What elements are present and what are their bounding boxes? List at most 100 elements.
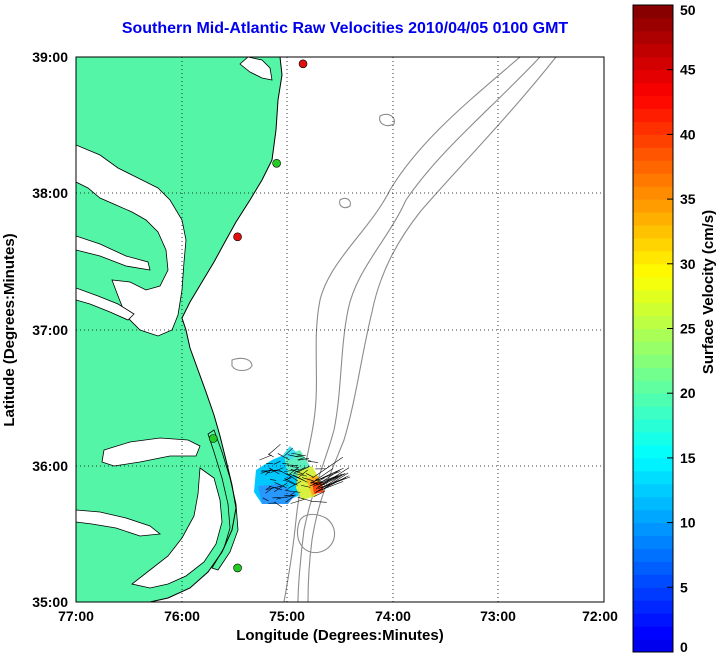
colorbar-band bbox=[633, 367, 673, 381]
colorbar-band bbox=[633, 17, 673, 32]
map-title: Southern Mid-Atlantic Raw Velocities 201… bbox=[121, 20, 569, 37]
colorbar-band bbox=[633, 587, 673, 601]
x-tick-label: 75:00 bbox=[269, 608, 305, 624]
colorbar-band bbox=[633, 250, 673, 265]
velocity-vector bbox=[274, 470, 283, 472]
station-5-marker bbox=[233, 563, 242, 573]
colorbar-band bbox=[633, 147, 673, 161]
velocity-vector bbox=[287, 480, 302, 489]
colorbar-label: Surface Velocity (cm/s) bbox=[700, 210, 717, 374]
velocity-vector bbox=[313, 491, 325, 498]
velocity-vector bbox=[313, 477, 325, 485]
velocity-vector bbox=[300, 484, 311, 488]
albemarle-sound bbox=[101, 437, 201, 467]
colorbar-band bbox=[633, 108, 673, 122]
colorbar-band bbox=[633, 639, 673, 653]
colorbar-tick-label: 5 bbox=[680, 579, 688, 595]
velocity-vector bbox=[318, 469, 341, 485]
colorbar-band bbox=[633, 548, 673, 562]
velocity-vector bbox=[322, 473, 346, 484]
velocity-vector bbox=[294, 467, 306, 474]
velocity-vector bbox=[290, 466, 299, 468]
colorbar-band bbox=[633, 613, 673, 627]
velocity-vector bbox=[306, 473, 314, 478]
river-inlet bbox=[76, 509, 162, 537]
coastline bbox=[149, 57, 283, 602]
velocity-vector bbox=[297, 466, 310, 473]
plot-frame bbox=[75, 56, 605, 603]
colorbar-band bbox=[633, 626, 673, 640]
y-axis: 39:00 38:00 37:00 36:00 35:00 Latitude (… bbox=[1, 49, 68, 610]
velocity-vector bbox=[297, 496, 312, 502]
velocity-vector bbox=[273, 501, 283, 508]
velocity-vector bbox=[285, 494, 296, 498]
velocity-vector bbox=[315, 473, 345, 494]
station-2-marker bbox=[272, 158, 281, 168]
velocity-vector bbox=[285, 490, 301, 493]
colorbar-band bbox=[633, 483, 673, 498]
velocity-vector bbox=[287, 467, 299, 476]
colorbar-tick-label: 35 bbox=[680, 191, 696, 207]
station-3-marker bbox=[233, 232, 242, 242]
velocity-vector bbox=[273, 460, 281, 465]
colorbar-band bbox=[633, 237, 673, 252]
y-tick-label: 36:00 bbox=[32, 458, 68, 474]
x-axis: 77:00 76:00 75:00 74:00 73:00 72:00 Long… bbox=[58, 608, 618, 644]
velocity-patch-north bbox=[282, 446, 296, 460]
colorbar-band bbox=[633, 354, 673, 368]
colorbar-band bbox=[633, 328, 673, 342]
velocity-vector bbox=[297, 469, 308, 479]
velocity-vector bbox=[316, 481, 344, 493]
colorbar-band bbox=[633, 121, 673, 135]
velocity-vector bbox=[307, 460, 318, 463]
velocity-vector bbox=[313, 473, 343, 487]
colorbar-band bbox=[633, 406, 673, 420]
colorbar-tick-label: 0 bbox=[680, 639, 688, 655]
velocity-vector bbox=[298, 457, 310, 461]
colorbar-tick-label: 10 bbox=[680, 515, 696, 531]
velocity-vector bbox=[274, 482, 288, 493]
colorbar-band bbox=[633, 5, 673, 19]
velocity-patch-slowest bbox=[258, 484, 296, 504]
velocity-vector bbox=[260, 468, 273, 474]
velocity-vector bbox=[262, 497, 269, 502]
velocity-vector bbox=[310, 471, 341, 484]
colorbar-tick-label: 15 bbox=[680, 450, 696, 466]
colorbar-band bbox=[633, 457, 673, 472]
velocity-field bbox=[254, 446, 324, 504]
velocity-vector bbox=[268, 444, 281, 455]
colorbar-tick-label: 25 bbox=[680, 321, 696, 337]
colorbar-band bbox=[633, 263, 673, 278]
velocity-vector bbox=[277, 453, 290, 461]
colorbar-band bbox=[633, 30, 673, 45]
colorbar-band bbox=[633, 160, 673, 174]
velocity-vector bbox=[305, 458, 312, 462]
velocity-vector bbox=[315, 467, 350, 489]
y-axis-label: Latitude (Degrees:Minutes) bbox=[1, 233, 18, 426]
x-tick-label: 72:00 bbox=[582, 608, 618, 624]
velocity-vector bbox=[289, 473, 304, 481]
colorbar: 0 5 10 15 20 25 30 35 40 45 50 Surface Velocity (c… bbox=[632, 2, 717, 655]
velocity-vector bbox=[268, 485, 283, 491]
colorbar-band bbox=[633, 419, 673, 433]
velocity-vector bbox=[297, 454, 306, 457]
velocity-vector bbox=[318, 470, 339, 480]
velocity-vector bbox=[321, 476, 351, 489]
velocity-vector bbox=[276, 496, 287, 500]
station-1-marker bbox=[298, 59, 308, 69]
colorbar-band bbox=[633, 69, 673, 84]
velocity-vector bbox=[265, 487, 273, 494]
colorbar-ticks: 0 5 10 15 20 25 30 35 40 45 50 bbox=[667, 2, 696, 655]
velocity-vector bbox=[267, 453, 274, 458]
velocity-patch-fastest bbox=[312, 482, 324, 494]
colorbar-tick-label: 50 bbox=[680, 2, 696, 18]
velocity-vector bbox=[290, 499, 305, 504]
station-4-marker bbox=[208, 434, 218, 443]
colorbar-band bbox=[633, 561, 673, 575]
colorbar-band bbox=[633, 199, 673, 213]
colorbar-band bbox=[633, 134, 673, 148]
colorbar-band bbox=[633, 43, 673, 58]
colorbar-band bbox=[633, 509, 673, 524]
chesapeake-bay bbox=[76, 144, 187, 337]
